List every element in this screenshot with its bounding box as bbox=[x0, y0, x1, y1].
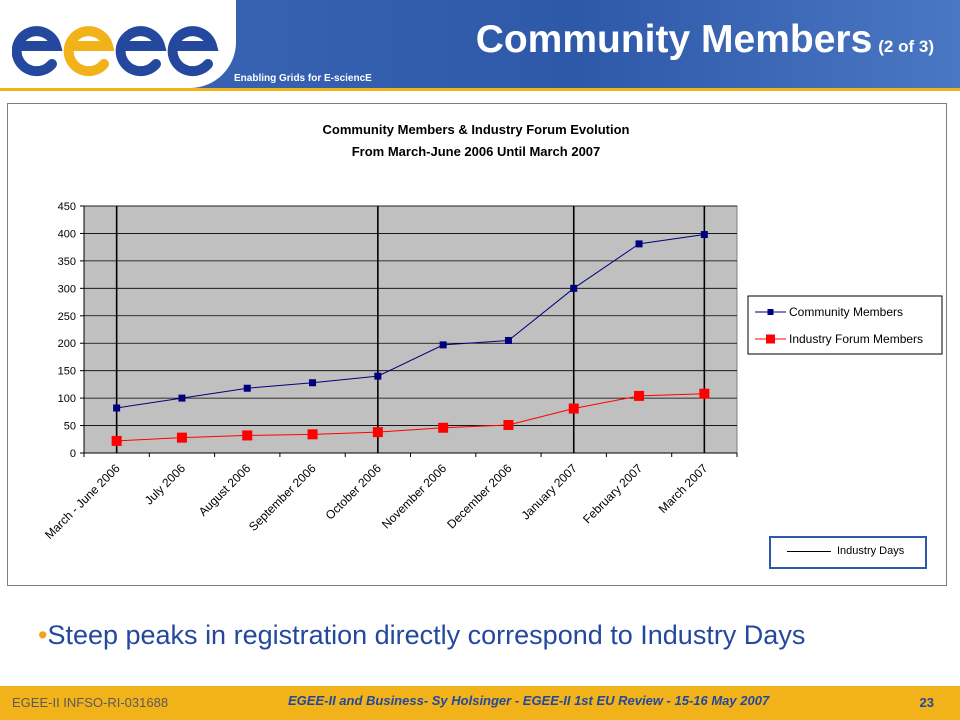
x-tick-label: July 2006 bbox=[142, 461, 188, 507]
data-point bbox=[699, 388, 710, 399]
y-tick-label: 250 bbox=[58, 311, 76, 323]
bullet-marker: • bbox=[38, 620, 48, 650]
slide-header: Enabling Grids for E-sciencE Community M… bbox=[0, 0, 960, 96]
header-divider bbox=[0, 88, 960, 91]
legend-box bbox=[747, 295, 943, 355]
data-point bbox=[504, 336, 512, 344]
data-point bbox=[176, 432, 187, 443]
data-point bbox=[113, 404, 121, 412]
y-tick-label: 450 bbox=[58, 201, 76, 213]
data-point bbox=[111, 435, 122, 446]
data-point bbox=[242, 430, 253, 441]
series-line bbox=[116, 393, 705, 442]
title-main: Community Members bbox=[475, 18, 873, 61]
y-tick-label: 0 bbox=[70, 448, 76, 460]
x-tick-label: January 2007 bbox=[519, 461, 581, 523]
tagline: Enabling Grids for E-sciencE bbox=[234, 73, 372, 84]
chart-subtitle: From March-June 2006 Until March 2007 bbox=[352, 144, 601, 159]
series-line bbox=[116, 234, 705, 409]
x-tick-label: February 2007 bbox=[580, 461, 645, 526]
legend-marker bbox=[767, 309, 774, 315]
line-chart: Community Members & Industry Forum Evolu… bbox=[42, 122, 943, 542]
industry-days-legend: Industry Days bbox=[769, 536, 927, 569]
y-tick-label: 400 bbox=[58, 228, 76, 240]
x-tick-label: December 2006 bbox=[444, 461, 515, 532]
data-point bbox=[307, 429, 318, 440]
data-point bbox=[178, 394, 186, 402]
plot-background bbox=[83, 205, 738, 454]
y-tick-label: 150 bbox=[58, 366, 76, 378]
legend-label: Industry Forum Members bbox=[789, 332, 923, 346]
egee-logo bbox=[12, 26, 219, 77]
footer-presentation-info: EGEE-II and Business- Sy Holsinger - EGE… bbox=[288, 693, 770, 708]
bullet-point: •Steep peaks in registration directly co… bbox=[38, 620, 805, 651]
data-point bbox=[503, 420, 514, 431]
y-tick-label: 350 bbox=[58, 256, 76, 268]
x-tick-label: March - June 2006 bbox=[42, 461, 123, 542]
data-point bbox=[700, 231, 708, 239]
data-point bbox=[635, 240, 643, 248]
y-tick-label: 100 bbox=[58, 393, 76, 405]
x-tick-label: November 2006 bbox=[379, 461, 450, 532]
chart-frame: Community Members & Industry Forum Evolu… bbox=[7, 103, 947, 586]
logo-plate bbox=[0, 0, 236, 88]
data-point bbox=[570, 284, 578, 292]
legend-label: Community Members bbox=[789, 305, 903, 319]
data-point bbox=[438, 422, 449, 433]
data-point bbox=[372, 427, 383, 438]
footer-project-id: EGEE-II INFSO-RI-031688 bbox=[12, 695, 169, 710]
chart-title: Community Members & Industry Forum Evolu… bbox=[323, 122, 630, 137]
bullet-text: Steep peaks in registration directly cor… bbox=[47, 620, 806, 650]
data-point bbox=[634, 390, 645, 401]
page-number: 23 bbox=[919, 695, 934, 710]
data-point bbox=[309, 379, 317, 387]
industry-days-label: Industry Days bbox=[837, 545, 905, 557]
data-point bbox=[568, 403, 579, 414]
x-tick-label: August 2006 bbox=[196, 461, 254, 519]
data-point bbox=[243, 384, 251, 392]
slide-footer: EGEE-II INFSO-RI-031688 EGEE-II and Busi… bbox=[0, 686, 960, 720]
data-point bbox=[439, 341, 447, 349]
page-title: Community Members (2 of 3) bbox=[476, 18, 934, 62]
title-sub: (2 of 3) bbox=[878, 37, 934, 56]
legend-marker bbox=[766, 334, 775, 344]
legend: Community Members Industry Forum Members bbox=[747, 295, 943, 355]
x-tick-label: October 2006 bbox=[323, 461, 385, 523]
data-point bbox=[374, 372, 382, 380]
y-tick-label: 50 bbox=[64, 421, 76, 433]
x-tick-label: March 2007 bbox=[656, 461, 711, 516]
plot-area: 0 50 100 150 200 250 300 350 400 450 March - June … bbox=[42, 201, 738, 542]
y-tick-label: 200 bbox=[58, 338, 76, 350]
y-tick-label: 300 bbox=[58, 283, 76, 295]
x-tick-label: September 2006 bbox=[246, 461, 319, 534]
industry-days-line-sample bbox=[787, 551, 831, 552]
